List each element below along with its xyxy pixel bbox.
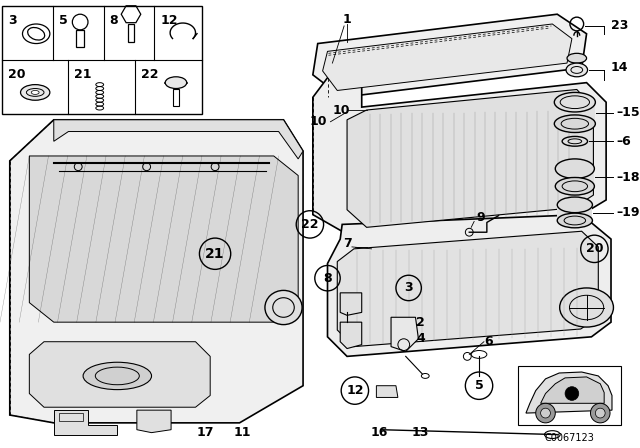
- Bar: [59, 413, 83, 421]
- Text: 8: 8: [109, 14, 118, 27]
- Text: 17: 17: [196, 426, 214, 439]
- Text: 7: 7: [342, 237, 351, 250]
- Text: 16: 16: [371, 426, 388, 439]
- Polygon shape: [526, 372, 612, 413]
- Text: 23: 23: [611, 19, 628, 32]
- Polygon shape: [10, 120, 303, 423]
- Ellipse shape: [556, 159, 595, 178]
- Bar: [554, 102, 595, 124]
- Text: 22: 22: [141, 68, 158, 81]
- Text: –19: –19: [616, 206, 639, 219]
- Polygon shape: [391, 317, 419, 352]
- Bar: [518, 366, 621, 425]
- Text: 6: 6: [484, 335, 493, 348]
- Text: 5: 5: [475, 379, 483, 392]
- Text: –15: –15: [616, 107, 639, 120]
- Text: 20: 20: [8, 68, 26, 81]
- Bar: [556, 169, 595, 186]
- Ellipse shape: [265, 290, 302, 325]
- Text: 13: 13: [412, 426, 429, 439]
- Ellipse shape: [31, 90, 39, 95]
- Ellipse shape: [557, 197, 593, 213]
- Text: 20: 20: [586, 242, 603, 255]
- Text: 10: 10: [310, 115, 328, 128]
- Text: 1: 1: [342, 13, 351, 26]
- Circle shape: [565, 387, 579, 401]
- Text: 14: 14: [611, 61, 628, 74]
- Text: 12: 12: [161, 14, 178, 27]
- Text: 3: 3: [8, 14, 17, 27]
- Bar: [2, 6, 202, 114]
- Ellipse shape: [566, 63, 588, 77]
- Text: 3: 3: [404, 281, 413, 294]
- Ellipse shape: [567, 53, 587, 63]
- Text: 21: 21: [205, 247, 225, 261]
- Circle shape: [591, 403, 610, 423]
- Text: 2: 2: [416, 316, 425, 329]
- Ellipse shape: [556, 177, 595, 195]
- Text: 5: 5: [59, 14, 67, 27]
- Text: 8: 8: [323, 271, 332, 284]
- Polygon shape: [137, 410, 171, 433]
- Ellipse shape: [560, 288, 614, 327]
- Ellipse shape: [554, 115, 595, 133]
- Text: –18: –18: [616, 171, 639, 184]
- Bar: [173, 89, 179, 106]
- Polygon shape: [376, 386, 398, 397]
- Polygon shape: [313, 78, 606, 234]
- Polygon shape: [313, 14, 587, 97]
- Bar: [76, 30, 84, 47]
- Circle shape: [536, 403, 556, 423]
- Ellipse shape: [165, 77, 187, 89]
- Polygon shape: [337, 231, 598, 347]
- Polygon shape: [29, 156, 298, 322]
- Polygon shape: [340, 293, 362, 315]
- Text: 22: 22: [301, 218, 319, 231]
- Ellipse shape: [83, 362, 152, 390]
- Text: –6: –6: [616, 135, 630, 148]
- Polygon shape: [54, 120, 303, 159]
- Bar: [557, 205, 593, 220]
- Polygon shape: [340, 322, 362, 349]
- Ellipse shape: [557, 213, 593, 228]
- Polygon shape: [347, 90, 593, 227]
- Bar: [128, 24, 134, 42]
- Text: 4: 4: [416, 332, 425, 345]
- Text: 9: 9: [476, 211, 484, 224]
- Polygon shape: [541, 377, 604, 403]
- Text: 11: 11: [234, 426, 251, 439]
- Polygon shape: [323, 24, 572, 90]
- Polygon shape: [29, 342, 210, 407]
- Circle shape: [541, 408, 550, 418]
- Ellipse shape: [554, 92, 595, 112]
- Text: C0067123: C0067123: [544, 432, 594, 443]
- Text: 21: 21: [74, 68, 92, 81]
- Ellipse shape: [20, 85, 50, 100]
- Circle shape: [595, 408, 605, 418]
- Polygon shape: [328, 215, 611, 356]
- Polygon shape: [54, 410, 117, 435]
- Text: 10: 10: [332, 103, 350, 116]
- Text: 12: 12: [346, 384, 364, 397]
